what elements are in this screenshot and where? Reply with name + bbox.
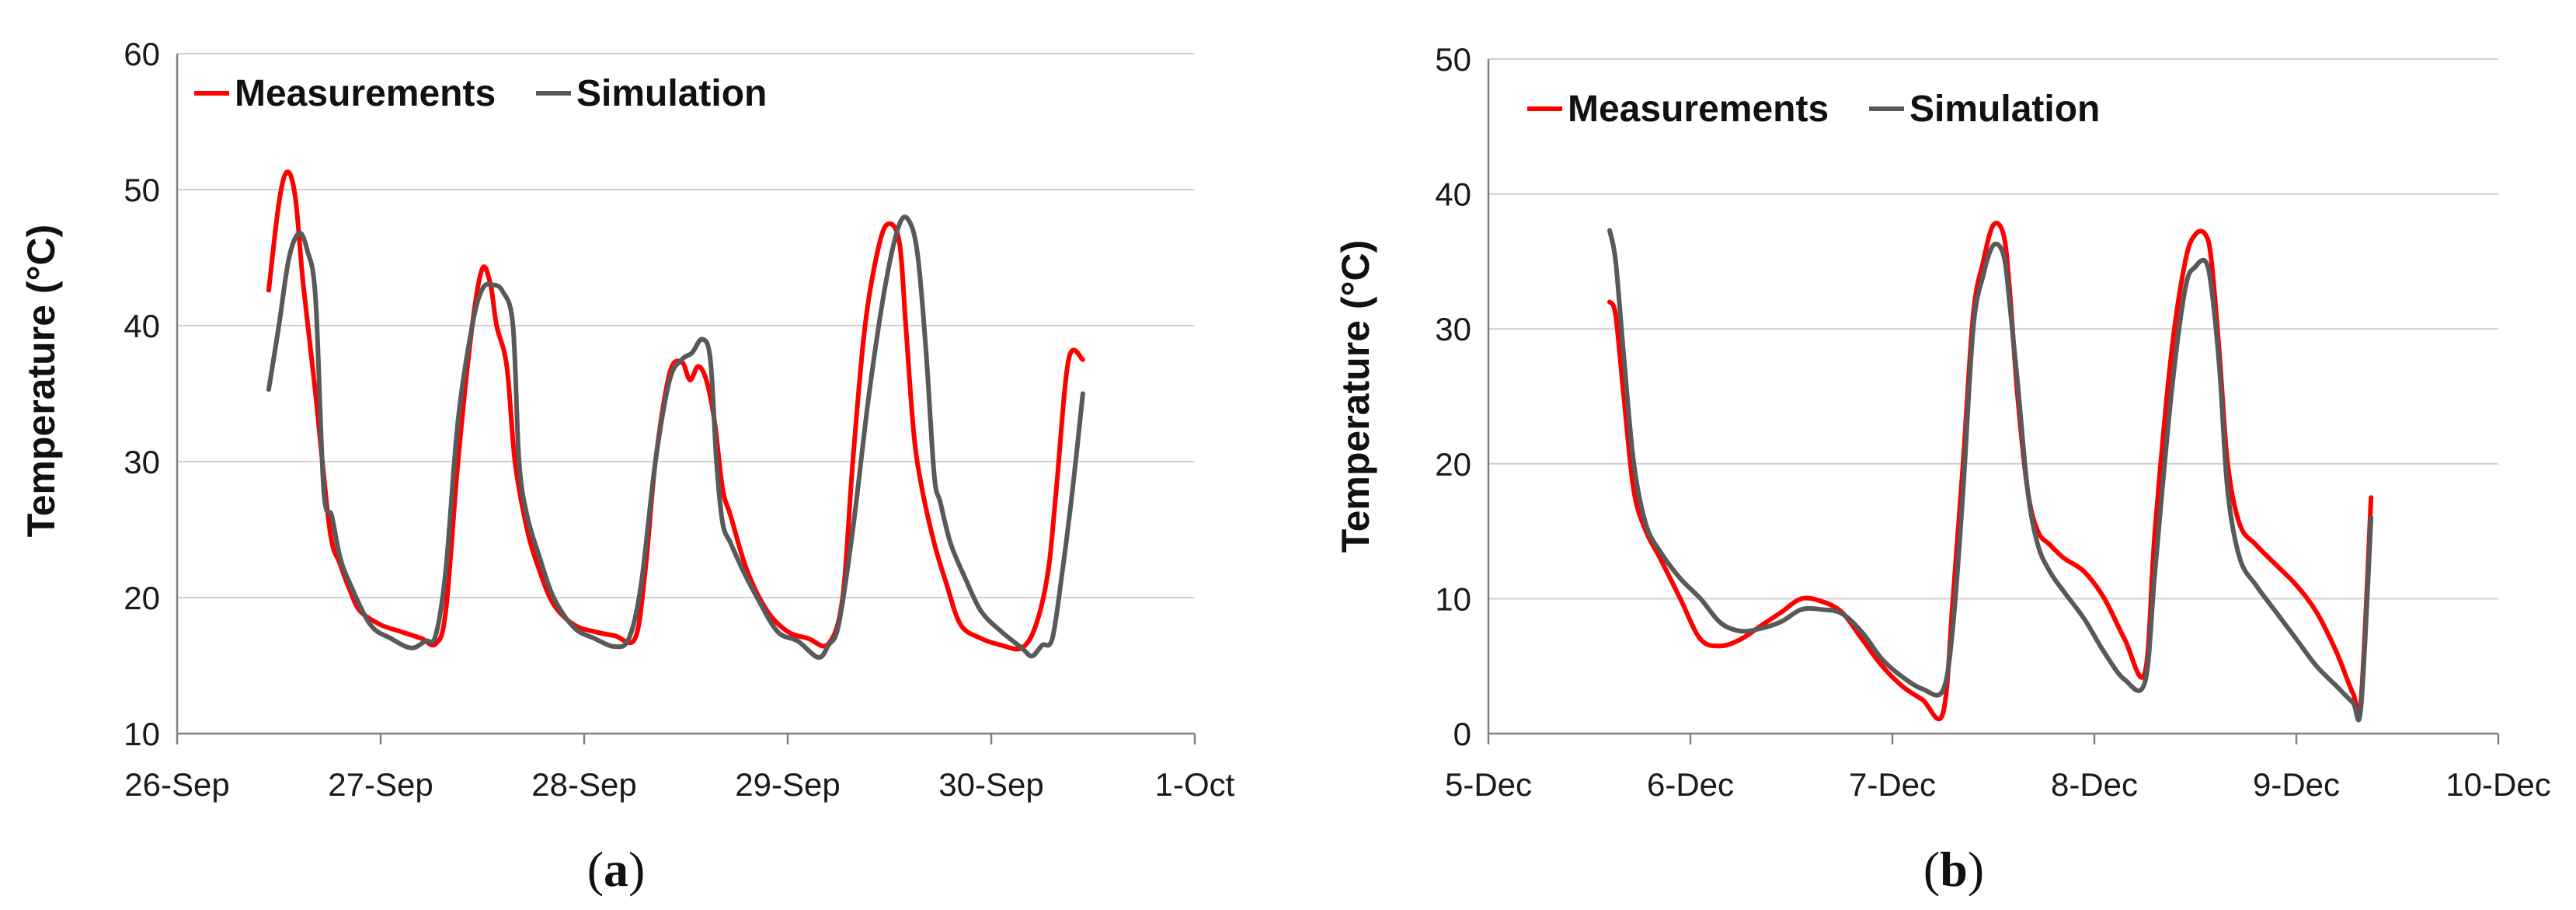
x-tick-label: 28-Sep bbox=[531, 766, 636, 803]
chart-a: 10 20 30 40 50 60 26-Sep 27-Sep 28-Sep 29-Sep 30-S… bbox=[19, 36, 1235, 897]
x-tick-label: 1-Oct bbox=[1155, 766, 1235, 803]
y-tick-label: 30 bbox=[1435, 311, 1471, 347]
y-tick-label: 30 bbox=[124, 444, 160, 480]
y-tick-label: 10 bbox=[1435, 581, 1471, 617]
legend-simulation-label: Simulation bbox=[576, 73, 767, 114]
x-tick-label: 29-Sep bbox=[735, 766, 840, 803]
y-tick-label: 40 bbox=[1435, 176, 1471, 213]
series-line-simulation bbox=[266, 214, 1085, 660]
legend-simulation-label: Simulation bbox=[1909, 89, 2100, 130]
y-tick-label: 50 bbox=[124, 172, 160, 208]
y-tick-label: 20 bbox=[1435, 446, 1471, 483]
x-tick-label: 7-Dec bbox=[1849, 766, 1936, 803]
y-tick-label: 40 bbox=[124, 308, 160, 344]
x-tick-label: 6-Dec bbox=[1647, 766, 1734, 803]
panel-letter-b: b bbox=[1940, 842, 1968, 897]
x-tick-label: 27-Sep bbox=[328, 766, 433, 803]
x-tick-label: 26-Sep bbox=[124, 766, 229, 803]
y-tick-label: 0 bbox=[1453, 716, 1471, 752]
y-axis-label-b: Temperature (°C) bbox=[1334, 240, 1377, 553]
panel-label-b: (b) bbox=[1923, 842, 1984, 897]
panel-label-a: (a) bbox=[587, 842, 646, 897]
y-axis-label-a: Temperature (°C) bbox=[19, 225, 63, 537]
legend-measurements-label: Measurements bbox=[235, 73, 496, 114]
y-tick-label: 10 bbox=[124, 716, 160, 752]
x-tick-label: 8-Dec bbox=[2051, 766, 2138, 803]
x-tick-label: 9-Dec bbox=[2253, 766, 2340, 803]
series-line-measurements bbox=[266, 169, 1085, 652]
y-tick-label: 60 bbox=[124, 36, 160, 72]
y-tick-label: 20 bbox=[124, 580, 160, 616]
x-tick-label: 10-Dec bbox=[2445, 766, 2550, 803]
x-tick-label: 5-Dec bbox=[1445, 766, 1532, 803]
series-line-measurements bbox=[1607, 221, 2374, 722]
chart-b: 0 10 20 30 40 50 5-Dec 6-Dec 7-Dec 8-Dec 9-Dec 10-D… bbox=[1334, 41, 2551, 897]
legend-measurements-label: Measurements bbox=[1568, 89, 1829, 130]
x-tick-label: 30-Sep bbox=[938, 766, 1043, 803]
y-tick-label: 50 bbox=[1435, 41, 1471, 78]
panel-letter-a: a bbox=[604, 842, 628, 897]
series-line-simulation bbox=[1607, 228, 2374, 723]
